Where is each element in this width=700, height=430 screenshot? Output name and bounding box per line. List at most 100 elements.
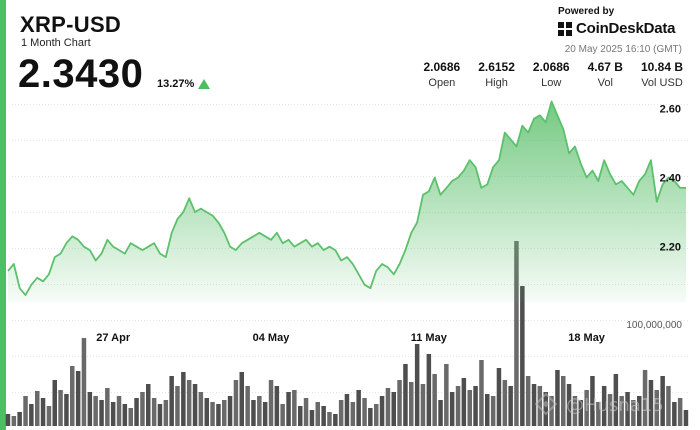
volume-bar — [672, 402, 677, 426]
volume-bar — [642, 370, 648, 426]
x-tick-label: 18 May — [568, 332, 606, 344]
volume-bar — [432, 374, 437, 426]
volume-bar — [210, 402, 215, 426]
volume-bar — [309, 410, 315, 426]
volume-bar — [596, 402, 601, 426]
volume-bar — [110, 402, 116, 426]
y-tick-label: 2.40 — [660, 173, 681, 185]
volume-axis-label: 100,000,000 — [626, 320, 682, 331]
watermark: @Husna15 — [534, 392, 664, 416]
volume-bar — [140, 392, 145, 426]
x-tick-label: 11 May — [411, 332, 448, 344]
watermark-text: @Husna15 — [566, 395, 664, 416]
volume-bar — [245, 386, 250, 426]
volume-bar — [397, 380, 402, 426]
stat-low: 2.0686 Low — [533, 60, 570, 89]
stat-label: Low — [541, 77, 562, 89]
volume-bar — [222, 400, 227, 426]
chart-period-label: 1 Month Chart — [21, 37, 91, 49]
volume-bar — [327, 412, 332, 426]
volume-bar — [87, 392, 93, 426]
volume-bar — [105, 388, 110, 426]
stat-value: 10.84 B — [640, 60, 683, 74]
volume-bar — [70, 366, 75, 426]
volume-bar — [368, 408, 373, 426]
volume-bar — [660, 376, 665, 426]
coindesk-logo-icon — [558, 21, 572, 36]
price-line — [7, 100, 686, 296]
volume-bar — [607, 394, 613, 426]
volume-bar — [11, 416, 17, 426]
volume-bar — [122, 404, 128, 426]
y-axis: 2.60 2.40 2.20 — [660, 103, 681, 253]
volume-bar — [677, 398, 683, 426]
volume-bar — [99, 400, 104, 426]
volume-bar — [444, 364, 449, 426]
volume-bar — [239, 372, 244, 426]
volume-bar — [116, 396, 122, 426]
x-tick-label: 04 May — [253, 332, 291, 344]
volume-bar — [227, 396, 233, 426]
volume-bar — [525, 376, 531, 426]
volume-bar — [303, 398, 309, 426]
stat-value: 2.0686 — [423, 60, 461, 74]
stat-open: 2.0686 Open — [424, 60, 461, 89]
x-tick-label: 27 Apr — [96, 332, 131, 344]
volume-bar — [473, 386, 478, 426]
volume-bar — [356, 390, 361, 426]
volume-bar — [508, 386, 513, 426]
volume-bar — [17, 412, 22, 426]
volume-bar — [403, 364, 408, 426]
volume-bar — [502, 380, 508, 426]
volume-bar — [23, 396, 28, 426]
volume-bar — [198, 392, 204, 426]
volume-bar — [298, 406, 303, 426]
page-title: XRP-USD — [20, 12, 122, 37]
volume-bar — [128, 408, 133, 426]
volume-bar — [461, 378, 467, 426]
volume-bar — [350, 402, 356, 426]
volume-bar — [449, 392, 455, 426]
volume-bar — [52, 380, 57, 426]
volume-bar — [46, 406, 52, 426]
volume-bar — [490, 396, 496, 426]
volume-bar — [257, 396, 262, 426]
volume-bar — [233, 380, 239, 426]
volume-bar — [566, 384, 572, 426]
volume-bar — [181, 372, 186, 426]
stat-value: 2.0686 — [532, 60, 570, 74]
volume-bar — [315, 402, 320, 426]
up-arrow-icon — [198, 79, 210, 89]
volume-bar — [520, 286, 525, 426]
stat-label: Vol USD — [641, 77, 683, 89]
volume-bar — [280, 404, 285, 426]
volume-bar — [175, 386, 180, 426]
volume-bar — [379, 396, 385, 426]
price-area — [8, 101, 686, 302]
stat-label: Vol — [597, 77, 613, 89]
volume-bar — [29, 404, 34, 426]
volume-bar — [648, 380, 654, 426]
volume-bar — [485, 394, 490, 426]
stat-volume-usd: 10.84 B Vol USD — [641, 60, 683, 89]
volume-bar — [338, 400, 344, 426]
volume-bar — [333, 414, 338, 426]
volume-bar — [549, 396, 554, 426]
volume-bar — [286, 392, 291, 426]
volume-bar — [409, 382, 414, 426]
volume-bar — [40, 398, 46, 426]
volume-bar — [385, 388, 391, 426]
accent-bar — [0, 0, 6, 430]
volume-bar — [555, 370, 560, 426]
volume-bar — [467, 390, 472, 426]
volume-bar — [666, 386, 671, 426]
volume-bar — [321, 406, 326, 426]
stat-volume: 4.67 B Vol — [588, 60, 623, 89]
current-price: 2.3430 — [18, 52, 144, 96]
volume-bar — [654, 390, 659, 426]
volume-bar — [134, 398, 139, 426]
volume-bar — [274, 386, 280, 426]
volume-bar — [362, 398, 367, 426]
stat-label: Open — [428, 77, 456, 89]
price-change-percent: 13.27% — [157, 78, 195, 90]
